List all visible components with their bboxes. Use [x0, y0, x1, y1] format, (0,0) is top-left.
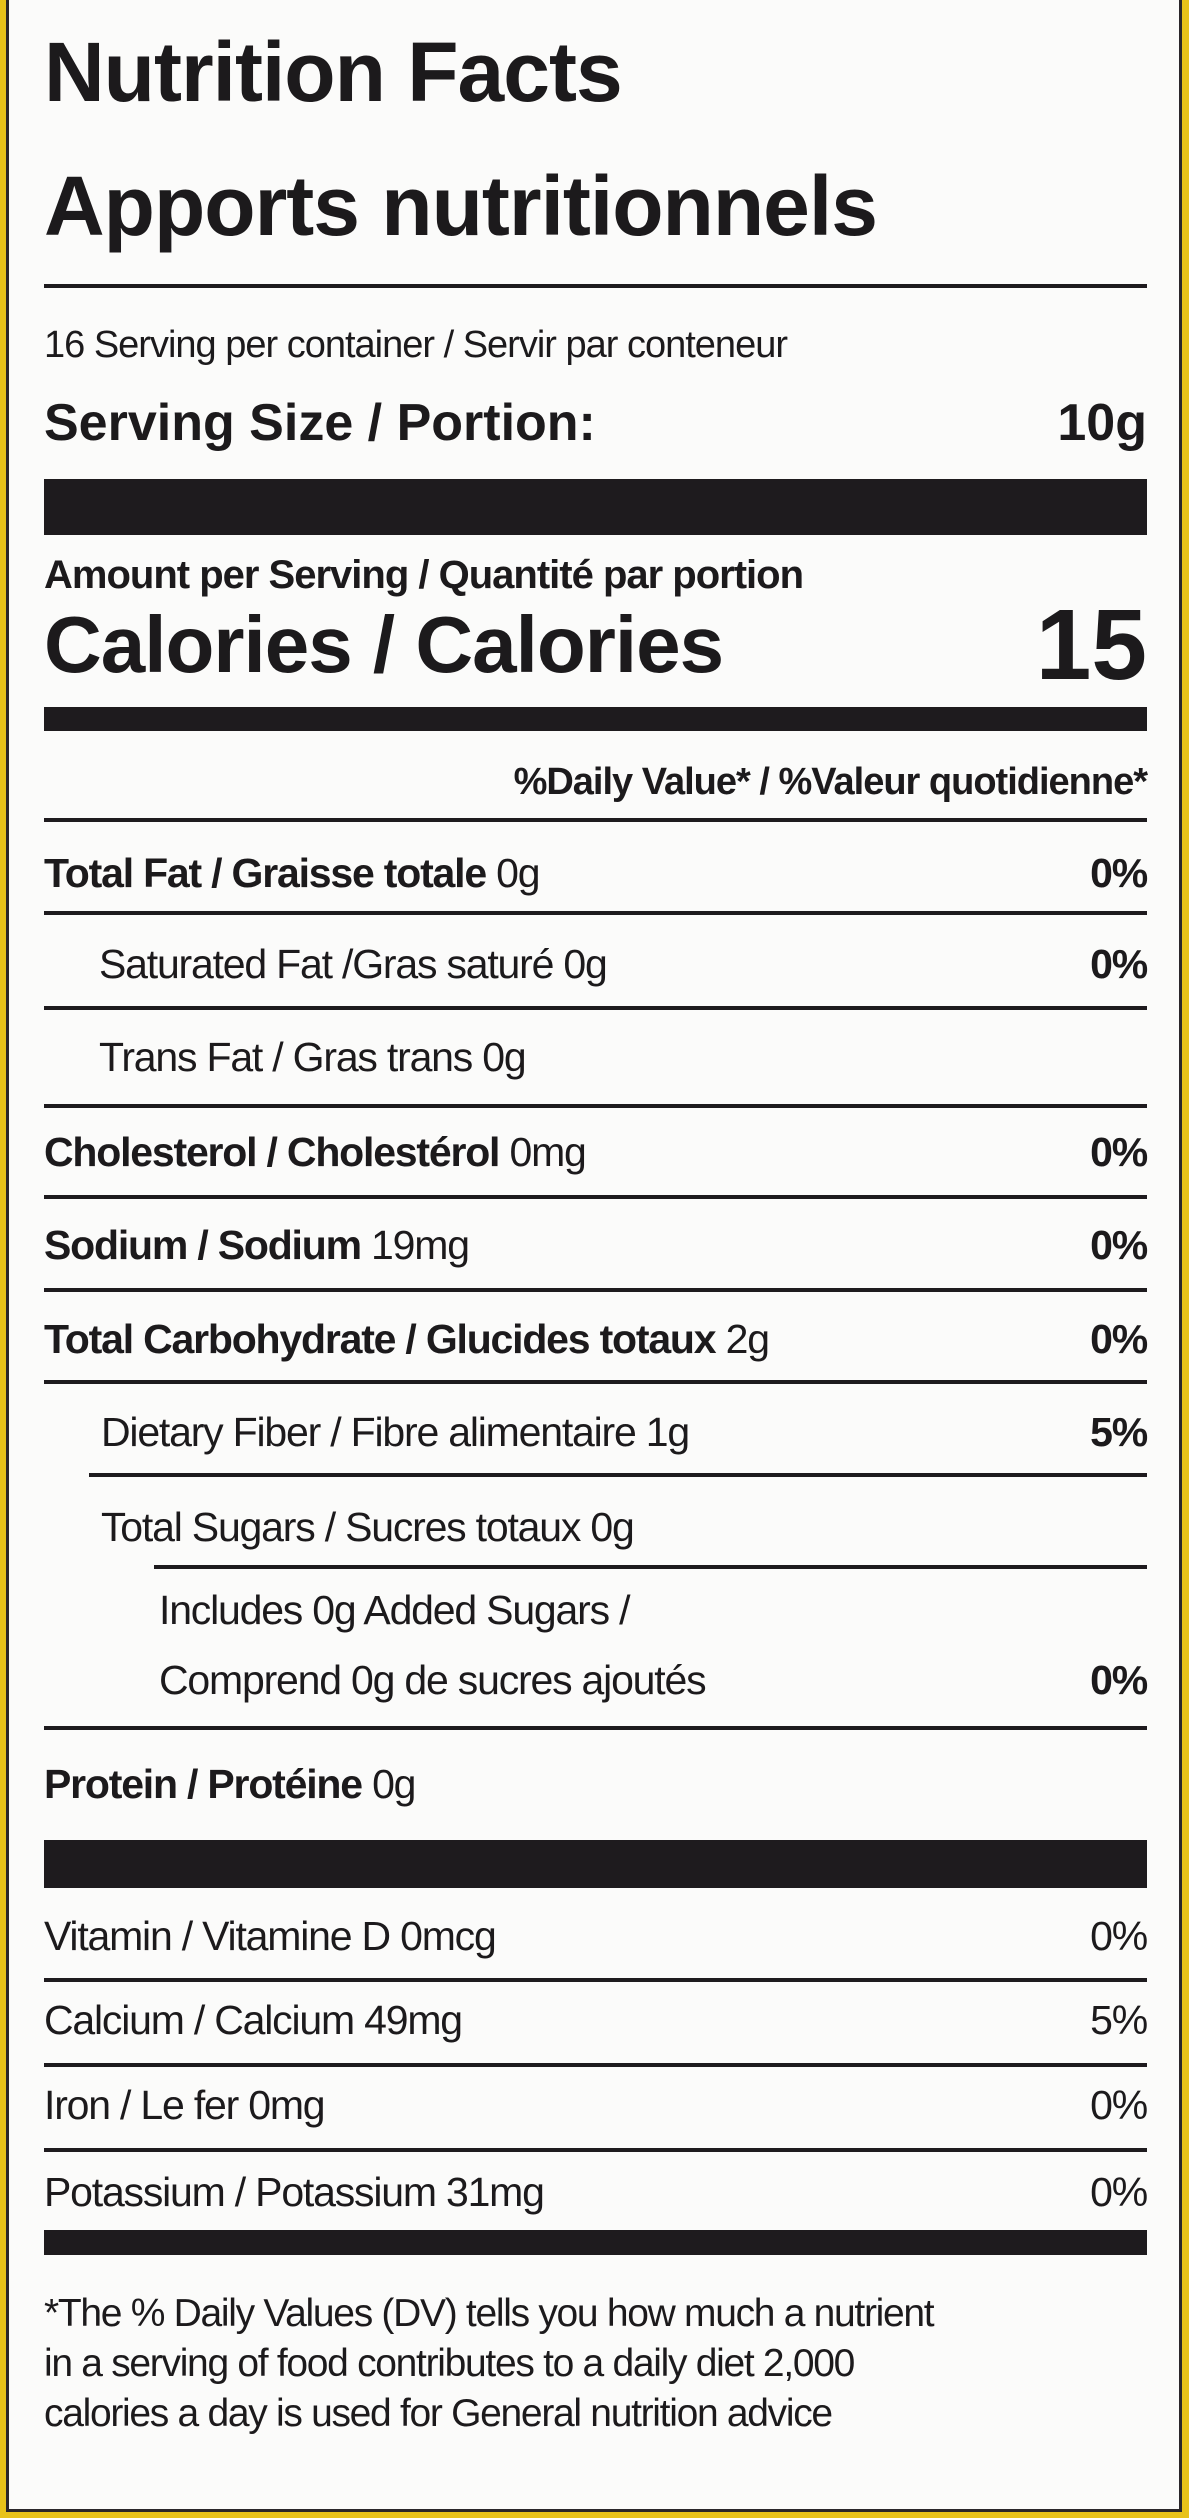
divider — [44, 1726, 1147, 1730]
nutrient-row-added-sugars-line2: Comprend 0g de sucres ajoutés 0% — [159, 1650, 1148, 1710]
medium-divider — [44, 2230, 1147, 2255]
nutrient-row-sodium: Sodium / Sodium 19mg 0% — [44, 1215, 1148, 1275]
nutrient-label: Total Fat / Graisse totale — [44, 849, 487, 896]
nutrient-row-dietary-fiber: Dietary Fiber / Fibre alimentaire 1g 5% — [101, 1402, 1148, 1462]
serving-size-value: 10g — [1057, 394, 1147, 452]
divider — [44, 1006, 1147, 1010]
vitamin-dv: 0% — [1090, 2081, 1148, 2128]
amount-per-serving: Amount per Serving / Quantité par portio… — [44, 550, 1147, 600]
divider — [44, 1288, 1147, 1292]
vitamin-label: Iron / Le fer 0mg — [44, 2081, 326, 2128]
footnote-line: *The % Daily Values (DV) tells you how m… — [44, 2292, 935, 2335]
divider — [154, 1565, 1147, 1569]
nutrient-row-trans-fat: Trans Fat / Gras trans 0g — [99, 1027, 1147, 1087]
divider — [44, 818, 1147, 822]
nutrient-row-total-fat: Total Fat / Graisse totale 0g 0% — [44, 843, 1148, 903]
vitamin-dv: 0% — [1090, 1912, 1148, 1959]
title-french: Apports nutritionnels — [44, 158, 878, 253]
vitamin-row-calcium: Calcium / Calcium 49mg 5% — [44, 1990, 1148, 2050]
nutrient-row-protein: Protein / Protéine 0g — [44, 1754, 1147, 1814]
nutrient-label: Comprend 0g de sucres ajoutés — [159, 1656, 707, 1703]
nutrient-dv: 0% — [1090, 1656, 1148, 1703]
nutrient-label: Protein / Protéine — [44, 1760, 363, 1807]
divider — [44, 1104, 1147, 1108]
serving-size-row: Serving Size / Portion: 10g — [44, 392, 1147, 454]
nutrient-row-total-sugars: Total Sugars / Sucres totaux 0g — [101, 1497, 1147, 1557]
vitamin-dv: 0% — [1090, 2168, 1148, 2215]
nutrient-amount: 19mg — [371, 1221, 470, 1268]
divider — [44, 1195, 1147, 1199]
nutrient-label: Sodium / Sodium — [44, 1221, 362, 1268]
vitamin-row-vitamin-d: Vitamin / Vitamine D 0mcg 0% — [44, 1906, 1148, 1966]
vitamin-row-iron: Iron / Le fer 0mg 0% — [44, 2075, 1148, 2135]
nutrient-amount: 1g — [645, 1408, 690, 1455]
nutrient-label: Includes 0g Added Sugars / — [159, 1586, 630, 1633]
nutrient-dv: 0% — [1090, 1221, 1148, 1268]
footnote-line: in a serving of food contributes to a da… — [44, 2342, 855, 2385]
nutrient-row-cholesterol: Cholesterol / Cholestérol 0mg 0% — [44, 1122, 1148, 1182]
nutrient-dv: 0% — [1090, 940, 1148, 987]
nutrient-label: Total Carbohydrate / Glucides totaux — [44, 1315, 717, 1362]
divider — [44, 1380, 1147, 1384]
nutrient-amount: 0mg — [509, 1128, 586, 1175]
servings-per-container: 16 Serving per container / Servir par co… — [44, 323, 788, 366]
serving-size-label: Serving Size / Portion: — [44, 394, 596, 452]
footnote: *The % Daily Values (DV) tells you how m… — [44, 2289, 1149, 2439]
vitamin-label: Potassium / Potassium 31mg — [44, 2168, 545, 2215]
vitamin-label: Calcium / Calcium 49mg — [44, 1996, 463, 2043]
calories-row: Calories / Calories 15 — [44, 588, 1147, 701]
nutrient-dv: 0% — [1090, 1315, 1148, 1362]
nutrient-dv: 0% — [1090, 1128, 1148, 1175]
nutrient-amount: 2g — [725, 1315, 770, 1362]
thick-divider — [44, 479, 1147, 535]
calories-value: 15 — [1035, 588, 1147, 701]
nutrient-row-total-carbohydrate: Total Carbohydrate / Glucides totaux 2g … — [44, 1309, 1148, 1369]
nutrient-amount: 0g — [563, 940, 607, 987]
calories-label: Calories / Calories — [44, 600, 724, 689]
nutrient-label: Trans Fat / Gras trans — [99, 1033, 473, 1080]
nutrient-row-saturated-fat: Saturated Fat /Gras saturé 0g 0% — [99, 934, 1148, 994]
thick-divider — [44, 1840, 1147, 1888]
nutrient-label: Saturated Fat /Gras saturé — [99, 940, 554, 987]
divider — [44, 284, 1147, 288]
nutrient-row-added-sugars-line1: Includes 0g Added Sugars / — [159, 1580, 1147, 1640]
divider — [44, 1978, 1147, 1982]
amount-per-serving-label: Amount per Serving / Quantité par portio… — [44, 552, 804, 597]
nutrient-label: Dietary Fiber / Fibre alimentaire — [101, 1408, 637, 1455]
nutrient-label: Cholesterol / Cholestérol — [44, 1128, 500, 1175]
nutrition-label: Nutrition Facts Apports nutritionnels 16… — [6, 0, 1182, 2512]
medium-divider — [44, 707, 1147, 731]
nutrient-amount: 0g — [590, 1503, 634, 1550]
title-english: Nutrition Facts — [44, 24, 623, 119]
vitamin-row-potassium: Potassium / Potassium 31mg 0% — [44, 2162, 1148, 2222]
nutrient-amount: 0g — [482, 1033, 526, 1080]
vitamin-label: Vitamin / Vitamine D 0mcg — [44, 1912, 497, 1959]
divider — [44, 2148, 1147, 2152]
daily-value-header: %Daily Value* / %Valeur quotidienne* — [513, 761, 1148, 803]
divider — [89, 1473, 1147, 1477]
nutrient-amount: 0g — [496, 849, 540, 896]
divider — [44, 2063, 1147, 2067]
nutrient-label: Total Sugars / Sucres totaux — [101, 1503, 581, 1550]
nutrient-dv: 5% — [1090, 1408, 1148, 1455]
nutrient-amount: 0g — [372, 1760, 416, 1807]
vitamin-dv: 5% — [1090, 1996, 1148, 2043]
divider — [44, 911, 1147, 915]
nutrient-dv: 0% — [1090, 849, 1148, 896]
footnote-line: calories a day is used for General nutri… — [44, 2392, 833, 2435]
